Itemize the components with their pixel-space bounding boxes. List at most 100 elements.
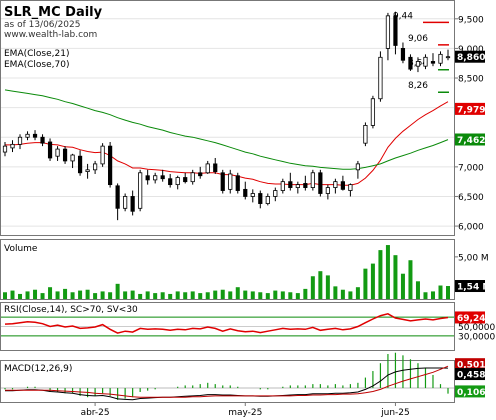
volume-bar [340,289,345,299]
chart-date: as of 13/06/2025 [4,20,80,30]
candle-body [378,56,383,100]
volume-bar [70,292,75,299]
volume-bar [235,287,240,299]
candle-body [55,148,60,157]
volume-bar [348,291,353,299]
volume-bar [415,281,420,299]
volume-bar [160,292,165,299]
candle-body [415,61,421,67]
volume-bar [168,293,173,299]
ema-line [4,89,449,170]
volume-bar [190,291,195,299]
candle-body [123,196,128,209]
candle-body [408,56,413,70]
volume-bar [438,285,443,299]
ema-tag-label: 7,462 [457,136,485,146]
volume-tick-label: 5,00 M [458,253,489,263]
level-label: 9,44 [393,11,413,21]
candle-body [93,163,98,171]
candle-body [10,143,15,149]
candle-body [235,175,240,191]
candle-body [385,15,391,49]
volume-bar [40,293,45,299]
price-tick-label: 9,500 [458,15,484,25]
candle-body [108,145,113,186]
volume-bar [93,293,98,299]
rsi-tick-label: 50,0000 [458,323,495,333]
candle-body [400,48,406,61]
macd-histogram-tag-label: 0,1060 [457,388,492,398]
level-label: 8,26 [408,81,428,91]
volume-bar [265,293,270,299]
volume-bar [408,260,413,299]
candle-body [198,172,203,177]
chart-title: SLR_MC Daily [4,5,103,20]
volume-bar [48,287,53,299]
macd-signal-tag-label: 0,5011 [457,361,492,371]
candle-body [17,136,23,145]
candle-body [370,98,376,126]
macd-signal-tag [455,358,485,371]
volume-tag [455,280,485,293]
candle-body [340,181,345,190]
volume-panel: 5,00 M 1,54 M Volume [0,239,491,300]
legend-ema70: EMA(Close,70) [4,60,69,70]
volume-bar [205,292,210,299]
candle-body [228,173,233,190]
volume-bar [363,268,368,299]
price-tick-label: 9,000 [458,45,484,55]
rsi-tag-label: 69,2427 [457,314,496,324]
candle-body [393,15,398,46]
candle-body [77,155,83,174]
volume-bar [258,292,263,299]
volume-bar [198,293,203,299]
candle-body [363,125,368,144]
candle-body [160,175,165,180]
volume-bar [273,290,278,299]
volume-bar [288,292,293,299]
candle-body [355,163,360,171]
candle-body [243,188,248,197]
candle-body [100,145,105,165]
candle-body [280,181,285,191]
macd-line [5,365,449,398]
volume-bar [130,290,135,299]
price-tick-label: 7,000 [458,163,484,173]
volume-bar [303,288,308,299]
candle-body [153,175,158,181]
volume-bar [378,250,383,299]
x-tick-label: abr-25 [81,408,110,418]
ema-tag [455,133,485,146]
candle-body [138,172,143,209]
price-tick-label: 6,500 [458,193,484,203]
candle-body [438,53,443,64]
x-tick-label: jun-25 [380,408,410,418]
price-tag-label: 8,860 [457,53,485,63]
candle-body [115,185,120,209]
volume-bar [153,293,158,299]
candle-body [25,133,30,138]
candle-body [190,172,195,183]
volume-bar [370,263,375,299]
volume-bar [385,245,390,299]
macd-histogram-tag [455,385,485,398]
volume-bar [85,289,90,299]
chart-source: www.wealth-lab.com [4,30,97,40]
volume-tag-label: 1,54 M [457,283,491,293]
rsi-tick-label: 30,0000 [458,332,495,342]
volume-bar [318,271,323,299]
candle-body [175,177,180,186]
candle-body [32,133,38,138]
volume-bar [3,292,7,299]
candle-body [310,172,315,188]
candle-body [220,172,225,191]
volume-bar [393,255,398,299]
price-tag [455,50,485,63]
candle-body [333,181,338,188]
candle-body [445,56,451,59]
volume-bar [310,276,315,299]
rsi-title: RSI(Close,14), SC>70, SV<30 [4,305,138,315]
candle-body [273,190,278,197]
